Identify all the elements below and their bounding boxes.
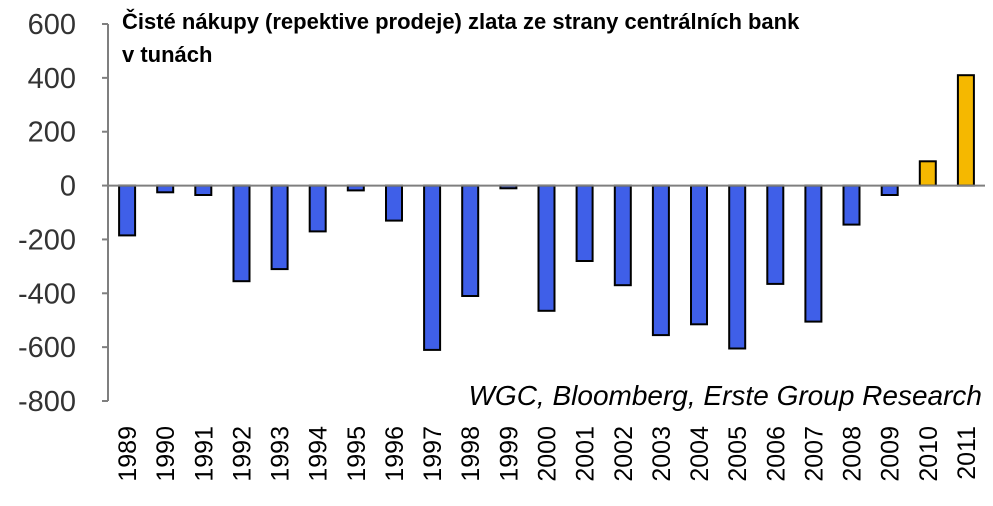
y-tick-label: -600 — [18, 332, 76, 364]
bar-1992 — [232, 184, 251, 283]
bar-2004 — [690, 184, 708, 326]
y-tick-label: 600 — [28, 9, 76, 41]
x-tick-label: 2011 — [953, 426, 981, 480]
x-tick-label: 2006 — [762, 426, 790, 482]
x-tick-label: 2009 — [877, 426, 905, 482]
bar-1993 — [270, 184, 289, 271]
x-tick-label: 1996 — [381, 426, 409, 482]
bar-2001 — [575, 184, 594, 263]
x-tick-label: 1998 — [457, 426, 485, 482]
x-tick-label: 2010 — [915, 426, 943, 482]
x-tick-label: 1992 — [229, 426, 257, 482]
chart-title-line1: Čisté nákupy (repektive prodeje) zlata z… — [122, 9, 800, 34]
y-axis: 600 400 200 0 -200 -400 -600 -800 — [18, 9, 108, 418]
bar-1991 — [194, 184, 213, 197]
y-tick-label: -800 — [18, 386, 76, 418]
y-tick-label: -200 — [18, 224, 76, 256]
bar-2002 — [613, 184, 632, 287]
bar-1996 — [385, 184, 403, 222]
bar-2008 — [842, 184, 861, 226]
y-tick-label: 200 — [28, 117, 76, 149]
bar-2005 — [728, 184, 747, 350]
x-tick-label: 1993 — [267, 426, 295, 482]
bar-2009 — [880, 184, 899, 197]
x-tick-label: 2007 — [800, 426, 828, 482]
bar-1989 — [118, 184, 137, 237]
bar-2011 — [956, 74, 975, 187]
bar-2010 — [918, 160, 937, 187]
bar-2000 — [537, 184, 556, 312]
x-tick-label: 2004 — [686, 426, 714, 482]
bars — [118, 74, 975, 351]
x-tick-label: 2000 — [534, 426, 562, 482]
y-tick-label: 400 — [28, 63, 76, 95]
y-tick-label: -400 — [18, 278, 76, 310]
bar-2006 — [766, 184, 785, 285]
bar-1997 — [423, 184, 442, 351]
x-tick-label: 1989 — [114, 426, 142, 482]
bar-2003 — [651, 184, 670, 337]
x-tick-label: 1999 — [495, 426, 523, 482]
x-tick-label: 2005 — [724, 426, 752, 482]
x-tick-label: 1994 — [305, 426, 333, 482]
x-tick-label: 2001 — [572, 426, 600, 482]
y-tick-label: 0 — [60, 171, 76, 203]
bar-1994 — [308, 184, 327, 233]
x-tick-label: 2008 — [839, 426, 867, 482]
x-tick-label: 2003 — [648, 426, 676, 482]
source-note: WGC, Bloomberg, Erste Group Research — [468, 380, 982, 411]
bar-2007 — [804, 184, 823, 323]
chart-title-line2: v tunách — [122, 42, 212, 67]
x-tick-label: 1990 — [152, 426, 180, 482]
x-axis: 1989 1990 1991 1992 1993 1994 1995 1996 1997 1998… — [114, 426, 981, 482]
x-tick-label: 1991 — [190, 426, 218, 482]
bar-1998 — [461, 184, 480, 298]
x-tick-label: 1997 — [419, 426, 447, 482]
x-tick-label: 1995 — [343, 426, 371, 482]
bar-1990 — [156, 184, 175, 194]
x-tick-label: 2002 — [610, 426, 638, 482]
